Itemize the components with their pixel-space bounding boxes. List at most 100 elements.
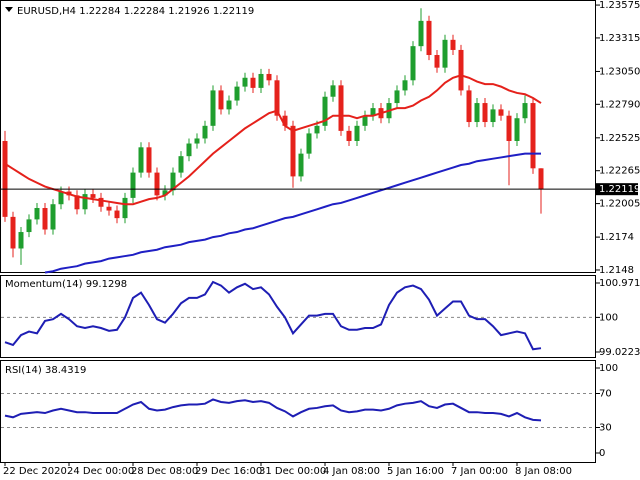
momentum-header: Momentum(14) 99.1298: [5, 279, 127, 290]
candle-body: [74, 195, 80, 210]
y-tick-label: 1.23050: [599, 66, 640, 77]
candle-body: [26, 219, 32, 233]
current-price-box: [596, 183, 638, 196]
y-tick-label: 1.2174: [599, 232, 634, 243]
candle-body: [106, 206, 112, 211]
candle-body: [314, 125, 320, 134]
candle-body: [282, 115, 288, 126]
x-tick-label: 22 Dec 2020: [3, 466, 67, 477]
y-tick-label: 1.22005: [599, 199, 640, 210]
indicator-line: [4, 398, 542, 422]
candle-body: [82, 194, 88, 210]
candle-body: [186, 143, 192, 157]
y-tick-label: 1.22790: [599, 99, 640, 110]
candle-body: [2, 140, 8, 217]
ohlc-open: 1.22284: [79, 6, 120, 17]
candle-body: [538, 168, 544, 190]
candle-body: [370, 108, 376, 116]
indicator-name: Momentum(14): [5, 279, 83, 290]
x-tick-label: 29 Dec 16:00: [195, 466, 262, 477]
candle-body: [466, 90, 472, 123]
candle-body: [170, 172, 176, 191]
y-tick-label: 1.23315: [599, 33, 640, 44]
candle-body: [58, 191, 64, 205]
y-tick-label: 0: [599, 448, 605, 459]
y-tick-label: 1.23575: [599, 0, 640, 11]
candle-body: [322, 96, 328, 126]
candle-body: [426, 20, 432, 56]
y-tick-label: 70: [599, 388, 612, 399]
candle-body: [210, 90, 216, 126]
candle-body: [154, 172, 160, 196]
candle-body: [362, 115, 368, 126]
y-tick-label: 30: [599, 422, 612, 433]
candle-body: [98, 197, 104, 207]
y-tick-label: 100: [599, 363, 618, 374]
candle-body: [514, 118, 520, 141]
main-panel-frame: [0, 0, 596, 273]
candle-body: [506, 115, 512, 141]
candle-body: [290, 125, 296, 177]
candle-body: [298, 153, 304, 177]
rsi-panel-frame: [0, 360, 596, 463]
x-tick-label: 24 Dec 00:00: [67, 466, 134, 477]
candle-body: [490, 109, 496, 123]
ohlc-low: 1.21926: [168, 6, 209, 17]
y-tick-label: 1.2148: [599, 265, 634, 276]
candle-body: [178, 156, 184, 173]
candle-body: [274, 80, 280, 116]
candle-body: [338, 85, 344, 131]
main-header: EURUSD,H4 1.22284 1.22284 1.21926 1.2211…: [17, 6, 254, 17]
x-tick-label: 28 Dec 08:00: [131, 466, 198, 477]
symbol: EURUSD,H4: [17, 6, 76, 17]
candle-body: [50, 204, 56, 230]
candle-body: [34, 208, 40, 220]
ohlc-close: 1.22119: [213, 6, 254, 17]
candle-body: [10, 216, 16, 249]
candle-body: [418, 20, 424, 47]
candle-body: [266, 73, 272, 81]
candle-body: [42, 208, 48, 230]
y-tick-label: 1.22265: [599, 166, 640, 177]
candle-body: [218, 90, 224, 110]
y-tick-label: 100.9718: [599, 278, 640, 289]
candle-body: [474, 103, 480, 123]
candle-body: [162, 190, 168, 196]
candle-body: [234, 86, 240, 101]
candle-body: [402, 80, 408, 91]
ohlc-high: 1.22284: [124, 6, 165, 17]
candle-body: [450, 39, 456, 50]
candle-body: [18, 232, 24, 249]
menu-triangle[interactable]: [5, 7, 13, 12]
candle-body: [434, 55, 440, 68]
x-tick-label: 31 Dec 00:00: [259, 466, 326, 477]
candle-body: [194, 138, 200, 144]
indicator-value: 38.4319: [45, 365, 86, 376]
candle-body: [258, 73, 264, 88]
rsi-header: RSI(14) 38.4319: [5, 365, 86, 376]
candle-body: [346, 130, 352, 141]
y-tick-label: 99.0223: [599, 347, 640, 358]
moving-average: [4, 74, 542, 206]
candle-body: [114, 210, 120, 219]
candle-body: [482, 103, 488, 123]
candle-body: [394, 90, 400, 104]
candle-body: [458, 49, 464, 91]
x-tick-label: 8 Jan 08:00: [515, 466, 572, 477]
indicator-name: RSI(14): [5, 365, 42, 376]
y-tick-label: 1.22525: [599, 133, 640, 144]
candle-body: [242, 77, 248, 87]
candle-body: [330, 85, 336, 97]
candle-body: [90, 194, 96, 198]
indicator-value: 99.1298: [86, 279, 127, 290]
candle-body: [250, 77, 256, 88]
candle-body: [226, 100, 232, 110]
candle-body: [442, 39, 448, 68]
x-tick-label: 4 Jan 08:00: [323, 466, 380, 477]
x-tick-label: 7 Jan 00:00: [451, 466, 508, 477]
candle-body: [122, 197, 128, 219]
candle-body: [410, 46, 416, 81]
x-tick-label: 5 Jan 16:00: [387, 466, 444, 477]
candle-body: [146, 147, 152, 173]
